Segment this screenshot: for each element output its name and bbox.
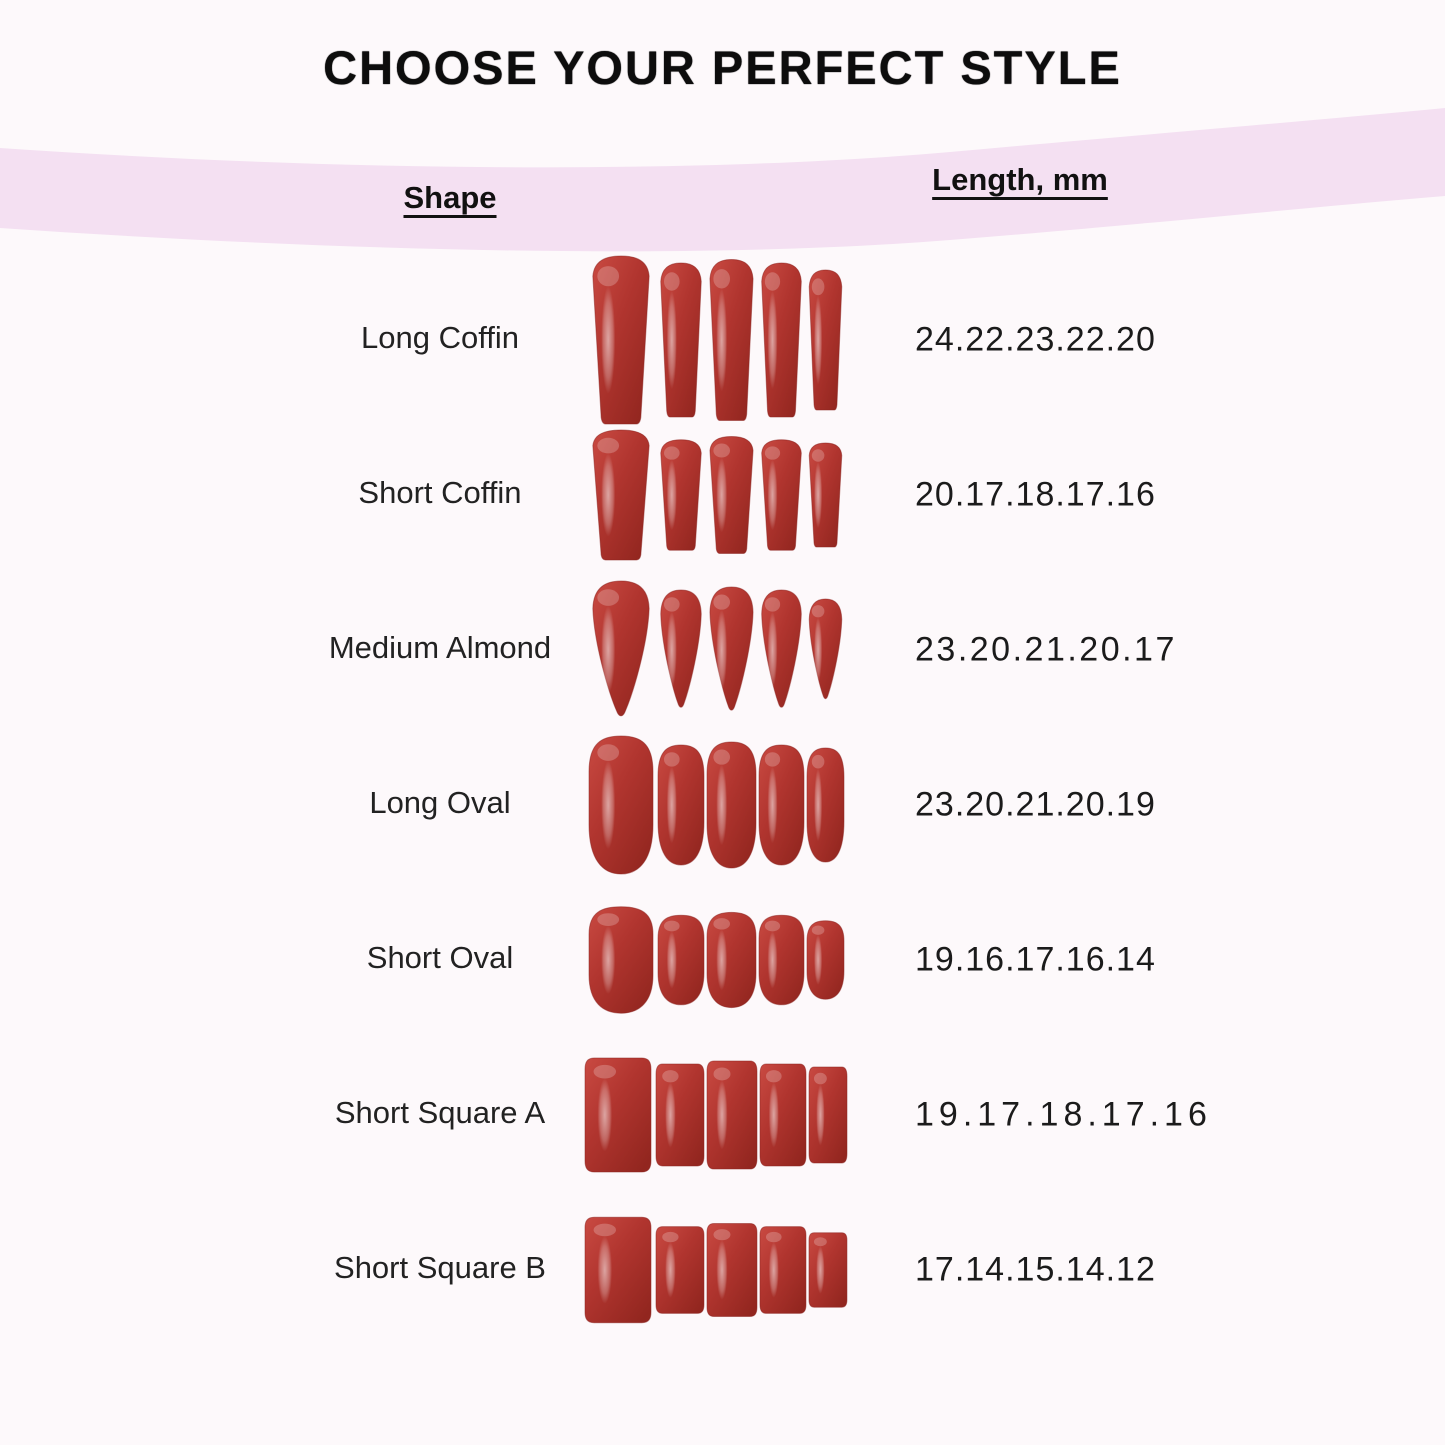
- table-row: Short Square A 19.17.18.17.16: [0, 1037, 1445, 1192]
- nail-set-image: [587, 427, 845, 563]
- length-values: 17.14.15.14.12: [915, 1250, 1156, 1288]
- nail-set-image: [587, 578, 845, 722]
- shape-name: Short Square B: [334, 1249, 546, 1285]
- table-row: Long Coffin 24.22.23.22.20: [0, 254, 1445, 424]
- length-values: 20.17.18.17.16: [915, 475, 1156, 513]
- shape-name: Long Oval: [369, 784, 511, 820]
- shape-name: Short Square A: [334, 1094, 546, 1130]
- column-header-shape: Shape: [403, 180, 497, 215]
- length-values: 23.20.21.20.17: [915, 630, 1177, 668]
- style-table: Long Coffin 24.22.23.22.20 Short Coffin …: [0, 254, 1445, 1347]
- pink-wave-band: [0, 108, 1445, 252]
- length-values: 23.20.21.20.19: [915, 785, 1156, 823]
- nail-set-image: [587, 903, 845, 1015]
- shape-name: Medium Almond: [328, 629, 552, 665]
- page-title: CHOOSE YOUR PERFECT STYLE: [323, 41, 1122, 94]
- column-header-length: Length, mm: [932, 162, 1108, 197]
- table-row: Short Coffin 20.17.18.17.16: [0, 417, 1445, 572]
- nail-set-image: [584, 1214, 848, 1325]
- shape-name: Short Coffin: [358, 474, 522, 510]
- nail-set-image: [587, 733, 845, 877]
- table-row: Short Oval 19.16.17.16.14: [0, 882, 1445, 1037]
- shape-name: Long Coffin: [361, 319, 519, 355]
- nail-set-image: [584, 1055, 848, 1175]
- length-values: 19.16.17.16.14: [915, 940, 1156, 978]
- table-row: Short Square B 17.14.15.14.12: [0, 1192, 1445, 1347]
- length-values: 24.22.23.22.20: [915, 320, 1156, 358]
- table-row: Medium Almond 23.20.21.20.17: [0, 572, 1445, 727]
- length-values: 19.17.18.17.16: [915, 1095, 1212, 1133]
- table-row: Long Oval 23.20.21.20.19: [0, 727, 1445, 882]
- nail-set-image: [587, 253, 845, 427]
- shape-name: Short Oval: [366, 939, 514, 975]
